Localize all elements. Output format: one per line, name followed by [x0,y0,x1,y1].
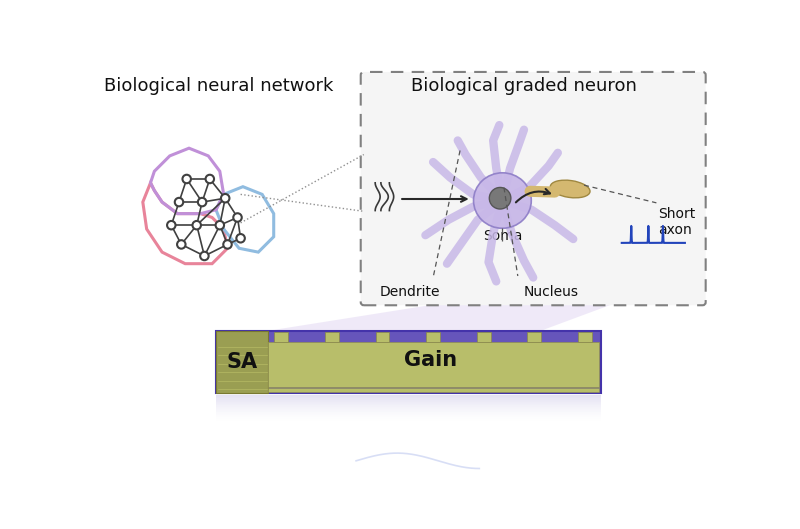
FancyBboxPatch shape [361,72,706,305]
Bar [216,410,601,411]
Bar [216,332,601,393]
Circle shape [198,198,206,206]
Bar [578,332,592,342]
Bar [216,398,601,399]
Circle shape [167,221,175,230]
Bar [216,405,601,406]
Bar [216,417,601,418]
Bar [216,396,601,397]
Bar [216,418,601,419]
Text: Gain: Gain [404,350,458,370]
Bar [216,401,601,402]
Circle shape [221,194,230,203]
Bar [268,388,599,391]
Circle shape [177,240,186,249]
Bar [216,397,601,398]
Bar [216,402,601,403]
Bar [376,332,390,342]
Circle shape [182,175,191,183]
Bar [216,414,601,415]
Text: Biological graded neuron: Biological graded neuron [411,77,637,95]
Bar [216,413,601,414]
Bar [216,411,601,412]
Bar [216,406,601,407]
Text: Soma: Soma [482,229,522,243]
Circle shape [200,252,209,260]
Bar [268,342,599,387]
Bar [216,404,601,405]
Bar [477,332,490,342]
Text: SA: SA [226,352,258,372]
Bar [216,415,601,416]
Circle shape [193,221,201,230]
Circle shape [174,198,183,206]
Bar [216,409,601,410]
Bar [426,332,440,342]
Circle shape [215,221,224,230]
Text: Dendrite: Dendrite [380,285,440,299]
Bar [216,421,601,422]
Bar [216,416,601,417]
Bar [274,332,288,342]
Text: Nucleus: Nucleus [524,285,579,299]
Bar [216,332,268,393]
Ellipse shape [474,173,531,228]
Bar [216,403,601,404]
Bar [216,420,601,421]
Bar [325,332,339,342]
Bar [216,412,601,413]
Bar [216,395,601,396]
Text: Short
axon: Short axon [658,207,695,237]
Text: Biological neural network: Biological neural network [104,77,334,95]
Circle shape [223,240,232,249]
Bar [216,408,601,409]
Bar [216,419,601,420]
Polygon shape [274,302,618,330]
Ellipse shape [550,180,590,198]
Circle shape [490,187,511,209]
Circle shape [236,234,245,242]
Bar [216,400,601,401]
Bar [216,407,601,408]
Circle shape [206,175,214,183]
Bar [216,399,601,400]
Circle shape [234,213,242,222]
Bar [527,332,541,342]
